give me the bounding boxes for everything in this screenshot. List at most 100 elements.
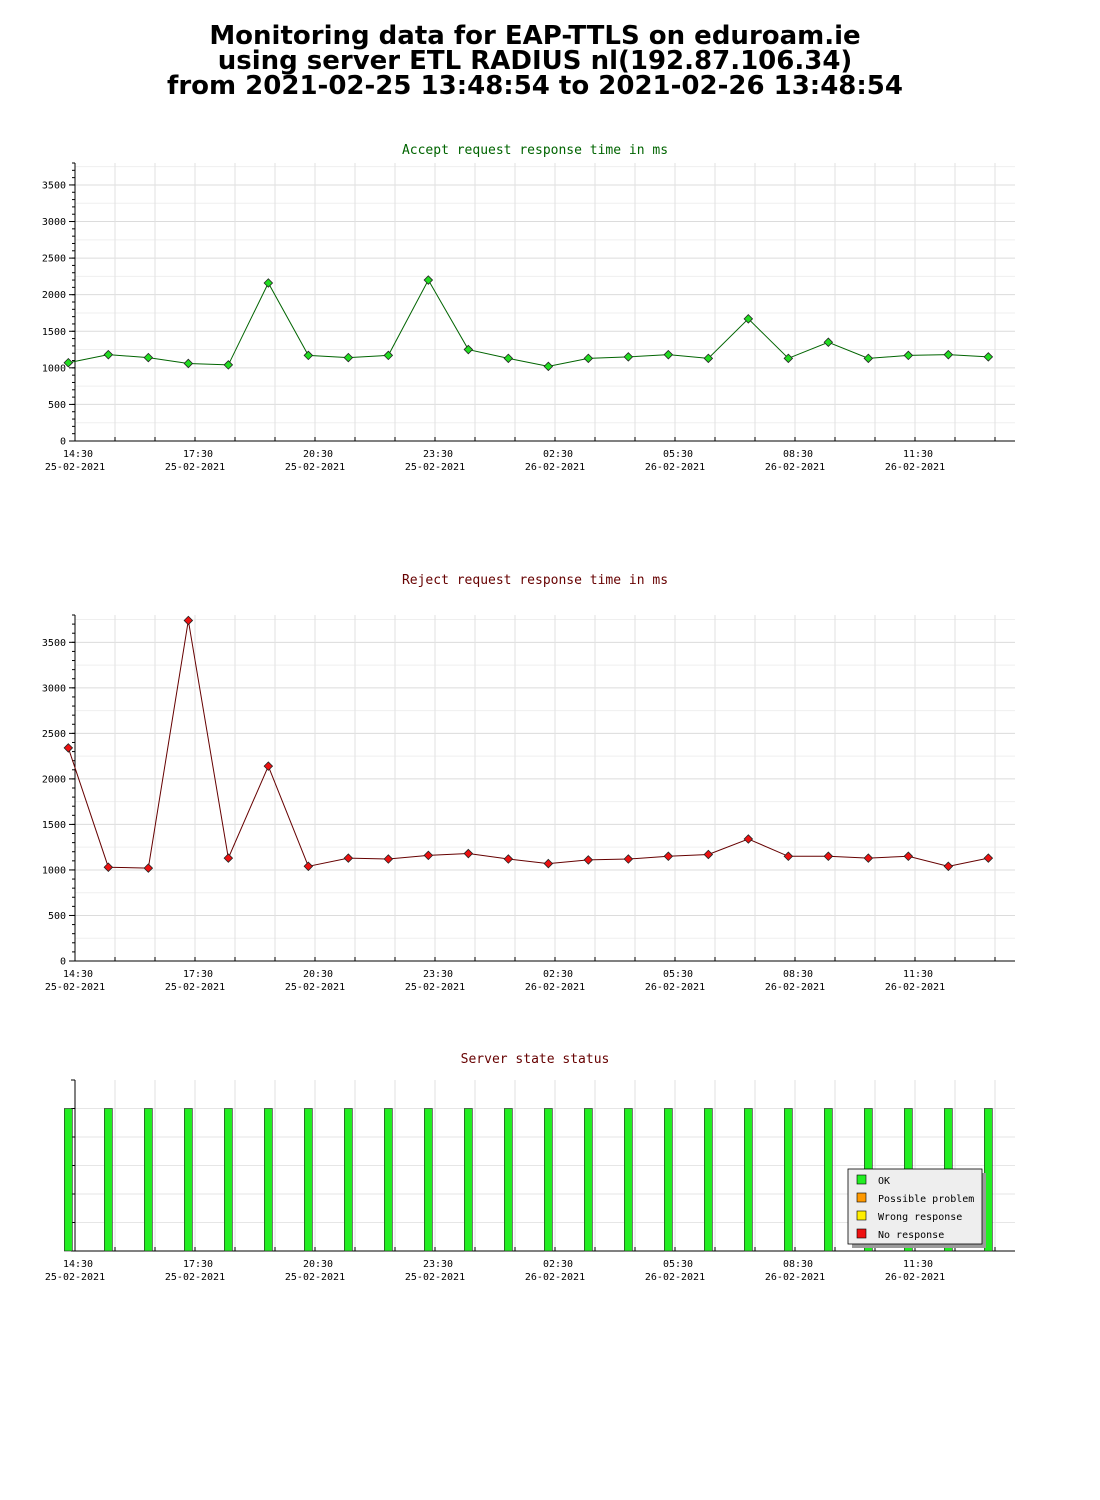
reject-chart-x-tick-time: 20:30: [303, 969, 333, 980]
accept-chart-series-line: [68, 279, 989, 367]
accept-chart-data-point: [703, 353, 714, 364]
reject-chart-data-point: [743, 834, 754, 844]
reject-chart-data-point: [503, 854, 514, 864]
status-chart-status-bar: [144, 1108, 153, 1252]
accept-chart-y-tick-label: 0: [60, 437, 66, 448]
accept-chart-x-tick-time: 02:30: [543, 449, 573, 460]
legend-label: Possible problem: [878, 1194, 974, 1205]
status-chart-x-tick-date: 26-02-2021: [885, 1272, 945, 1283]
reject-chart-data-point: [663, 851, 674, 862]
reject-chart-x-tick-date: 25-02-2021: [45, 982, 105, 993]
reject-chart-x-tick-date: 26-02-2021: [525, 982, 585, 993]
reject-chart-data-point: [823, 851, 834, 862]
accept-chart-data-point: [983, 352, 994, 362]
reject-chart-data-point: [183, 615, 194, 626]
status-chart-status-bar: [184, 1108, 193, 1252]
reject-chart-x-tick-time: 17:30: [183, 969, 213, 980]
accept-chart-x-tick-time: 05:30: [663, 449, 693, 460]
reject-chart-x-tick-date: 26-02-2021: [765, 982, 825, 993]
accept-chart-x-tick-date: 25-02-2021: [45, 462, 105, 473]
legend-swatch: [856, 1192, 867, 1203]
accept-chart-x-tick-time: 11:30: [903, 449, 933, 460]
accept-chart-data-point: [223, 360, 234, 370]
accept-chart-y-tick-label: 2000: [42, 290, 66, 301]
legend-box: [847, 1168, 983, 1245]
status-chart-status-bar: [504, 1108, 513, 1252]
status-chart-x-tick-time: 23:30: [423, 1259, 453, 1270]
accept-chart-data-point: [623, 352, 634, 362]
reject-chart-y-tick-label: 2000: [42, 774, 66, 785]
reject-chart-data-point: [783, 851, 794, 862]
reject-chart-y-tick-label: 0: [60, 957, 66, 968]
reject-chart-data-point: [423, 850, 434, 861]
reject-chart-x-tick-time: 23:30: [423, 969, 453, 980]
reject-chart-data-point: [903, 851, 914, 862]
accept-chart-data-point: [663, 349, 674, 360]
status-chart-status-bar: [104, 1108, 113, 1252]
reject-chart-x-tick-date: 26-02-2021: [645, 982, 705, 993]
reject-chart-x-tick-time: 14:30: [63, 969, 93, 980]
accept-chart-data-point: [783, 353, 794, 364]
legend-swatch: [856, 1228, 867, 1239]
accept-chart-title: Accept request response time in ms: [402, 143, 668, 158]
accept-chart-data-point: [943, 349, 954, 360]
accept-chart-data-point: [143, 352, 154, 363]
accept-chart-data-point: [303, 350, 314, 361]
status-chart-status-bar: [64, 1108, 73, 1252]
accept-chart-x-tick-time: 20:30: [303, 449, 333, 460]
accept-chart-x-tick-date: 25-02-2021: [165, 462, 225, 473]
reject-chart-data-point: [463, 848, 474, 859]
accept-chart-data-point: [903, 350, 914, 361]
status-chart-x-tick-date: 26-02-2021: [525, 1272, 585, 1283]
status-chart-status-bar: [624, 1108, 633, 1252]
reject-chart-data-point: [943, 861, 954, 872]
status-chart-status-bar: [224, 1108, 233, 1252]
status-chart-x-tick-date: 25-02-2021: [165, 1272, 225, 1283]
reject-chart-data-point: [623, 854, 634, 864]
accept-chart-data-point: [543, 361, 554, 372]
reject-chart-y-tick-label: 1500: [42, 820, 66, 831]
accept-chart-data-point: [503, 353, 514, 364]
accept-chart-data-point: [743, 314, 754, 324]
status-chart-x-tick-time: 14:30: [63, 1259, 93, 1270]
accept-chart-y-tick-label: 1500: [42, 327, 66, 338]
reject-chart-y-tick-label: 500: [48, 911, 66, 922]
status-chart-status-bar: [384, 1108, 393, 1252]
legend-label: No response: [878, 1230, 944, 1241]
status-chart-status-bar: [584, 1108, 593, 1252]
accept-chart-data-point: [823, 337, 834, 348]
accept-chart-x-tick-time: 14:30: [63, 449, 93, 460]
reject-chart-data-point: [863, 853, 874, 863]
status-chart-x-tick-time: 02:30: [543, 1259, 573, 1270]
accept-chart-x-tick-date: 26-02-2021: [645, 462, 705, 473]
accept-chart-y-tick-label: 1000: [42, 363, 66, 374]
title-line-1: Monitoring data for EAP-TTLS on eduroam.…: [209, 21, 861, 51]
status-chart-status-bar: [784, 1108, 793, 1252]
reject-chart-x-tick-date: 25-02-2021: [285, 982, 345, 993]
reject-chart-x-tick-date: 25-02-2021: [165, 982, 225, 993]
reject-chart-data-point: [143, 863, 154, 873]
legend-label: Wrong response: [878, 1212, 962, 1223]
reject-chart-data-point: [223, 853, 234, 863]
status-chart-x-tick-date: 26-02-2021: [645, 1272, 705, 1283]
status-chart-status-bar: [544, 1108, 553, 1252]
status-chart-x-tick-time: 20:30: [303, 1259, 333, 1270]
status-chart-x-tick-time: 08:30: [783, 1259, 813, 1270]
status-chart-status-bar: [704, 1108, 713, 1252]
accept-chart-y-tick-label: 2500: [42, 254, 66, 265]
status-chart-x-tick-date: 26-02-2021: [765, 1272, 825, 1283]
reject-chart-x-tick-time: 08:30: [783, 969, 813, 980]
status-chart-status-bar: [424, 1108, 433, 1252]
accept-chart-x-tick-date: 26-02-2021: [525, 462, 585, 473]
title-line-2: using server ETL RADIUS nl(192.87.106.34…: [217, 46, 853, 76]
reject-chart-x-tick-date: 26-02-2021: [885, 982, 945, 993]
status-chart-status-bar: [344, 1108, 353, 1252]
reject-chart-y-tick-label: 3500: [42, 638, 66, 649]
accept-chart-data-point: [863, 353, 874, 364]
status-chart-x-tick-time: 05:30: [663, 1259, 693, 1270]
legend-label: OK: [878, 1176, 890, 1187]
accept-chart-x-tick-date: 26-02-2021: [885, 462, 945, 473]
status-chart-x-tick-date: 25-02-2021: [405, 1272, 465, 1283]
accept-chart-y-tick-label: 3500: [42, 180, 66, 191]
